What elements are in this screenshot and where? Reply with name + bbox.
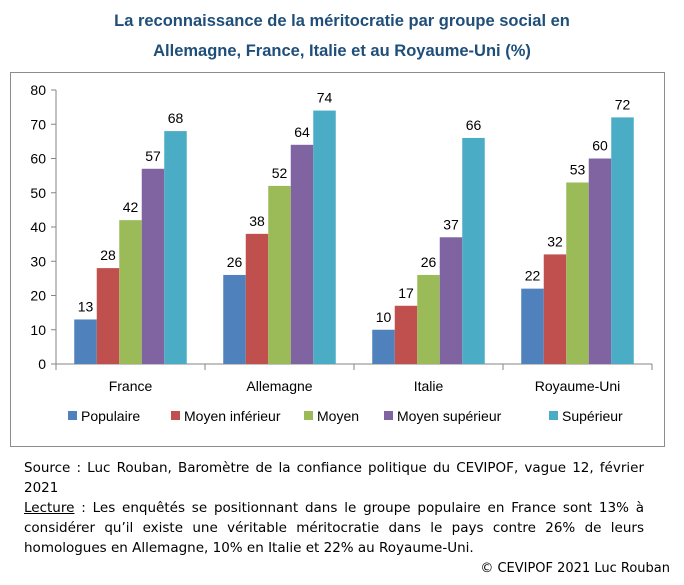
chart-title-line1: La reconnaissance de la méritocratie par… [114, 12, 570, 30]
lecture-text: : Les enquêtés se positionnant dans le g… [24, 500, 644, 556]
data-label: 28 [100, 247, 116, 263]
bar [588, 158, 612, 364]
bar [74, 319, 97, 364]
bar [164, 131, 187, 364]
x-category-label: Allemagne [246, 378, 312, 394]
data-label: 10 [376, 309, 392, 325]
bar [417, 274, 440, 364]
bar [96, 268, 120, 364]
legend-swatch [549, 411, 558, 420]
y-tick-label: 0 [38, 356, 46, 372]
chart-title-line2: Allemagne, France, Italie et au Royaume-… [153, 42, 531, 60]
source-note: Source : Luc Rouban, Baromètre de la con… [24, 458, 644, 558]
legend-label: Moyen inférieur [184, 408, 281, 424]
bar [290, 144, 314, 364]
data-label: 37 [443, 216, 459, 232]
legend-swatch [304, 411, 313, 420]
data-label: 52 [272, 165, 288, 181]
y-tick-label: 10 [30, 322, 46, 338]
bar [313, 110, 336, 364]
data-label: 13 [78, 298, 94, 314]
data-label: 26 [421, 254, 437, 270]
bar [141, 168, 165, 364]
data-label: 38 [249, 213, 265, 229]
data-label: 22 [525, 268, 541, 284]
lecture-label: Lecture [24, 500, 75, 516]
source-text: Source : Luc Rouban, Baromètre de la con… [24, 460, 644, 496]
data-label: 64 [294, 124, 310, 140]
x-category-label: Royaume-Uni [535, 378, 621, 394]
data-label: 42 [123, 199, 139, 215]
bar [119, 220, 142, 364]
data-label: 32 [547, 233, 563, 249]
chart-title: La reconnaissance de la méritocratie par… [0, 6, 684, 66]
y-tick-label: 80 [30, 82, 46, 98]
bar [372, 329, 395, 364]
data-label: 26 [227, 254, 243, 270]
data-label: 17 [398, 285, 414, 301]
data-label: 57 [145, 148, 161, 164]
x-category-label: Italie [414, 378, 444, 394]
bar [521, 288, 544, 364]
bar [223, 274, 246, 364]
bar [439, 237, 463, 364]
legend-label: Moyen [317, 408, 359, 424]
legend-swatch [68, 411, 77, 420]
x-category-label: France [109, 378, 153, 394]
legend-label: Supérieur [562, 408, 623, 424]
y-tick-label: 60 [30, 151, 46, 167]
bar-chart: 0 10 20 30 40 50 60 70 80 13 28 42 57 68 France 26 38 52 6… [30, 82, 653, 424]
legend-swatch [384, 411, 393, 420]
y-tick-label: 50 [30, 185, 46, 201]
bar [462, 137, 485, 364]
data-label: 53 [570, 161, 586, 177]
lecture-note: Lecture : Les enquêtés se positionnant d… [24, 498, 644, 558]
bar [268, 185, 291, 364]
legend-swatch [171, 411, 180, 420]
data-label: 68 [168, 110, 184, 126]
y-tick-label: 40 [30, 219, 46, 235]
bar [543, 254, 567, 364]
copyright: © CEVIPOF 2021 Luc Rouban [480, 561, 670, 576]
chart-frame [10, 72, 665, 447]
data-label: 74 [317, 90, 333, 106]
data-label: 60 [592, 138, 608, 154]
data-label: 72 [615, 96, 631, 112]
bar [245, 233, 269, 364]
bar [566, 182, 589, 364]
y-tick-label: 70 [30, 116, 46, 132]
bar [611, 117, 634, 365]
legend-label: Populaire [81, 408, 140, 424]
y-tick-label: 20 [30, 288, 46, 304]
data-label: 66 [466, 117, 482, 133]
bar [394, 305, 418, 364]
y-tick-label: 30 [30, 253, 46, 269]
legend-label: Moyen supérieur [397, 408, 502, 424]
